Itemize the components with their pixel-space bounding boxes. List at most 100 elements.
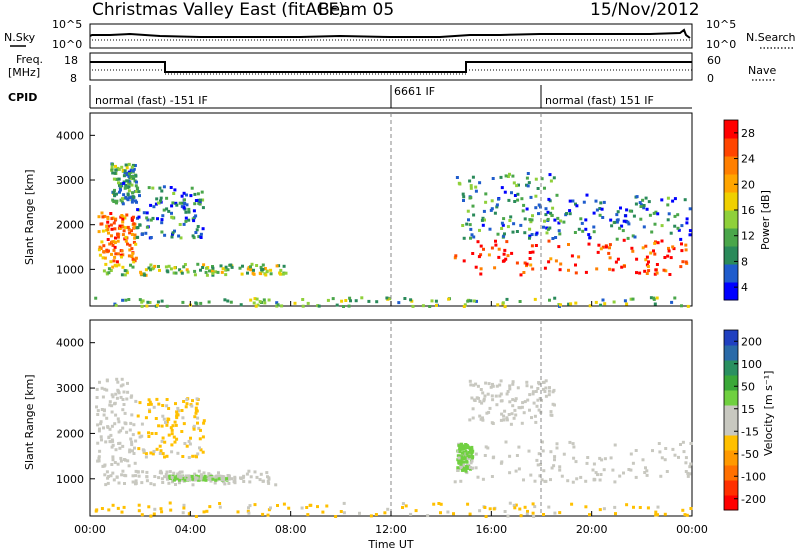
power-cell [349, 299, 352, 303]
power-cell [466, 299, 470, 303]
power-cell [554, 259, 558, 263]
power-cell [650, 230, 654, 234]
power-cell [647, 260, 650, 264]
power-cell [172, 192, 176, 195]
velocity-cell [119, 384, 123, 388]
power-cell [645, 255, 649, 259]
velocity-cell [196, 421, 199, 425]
power-cell [226, 268, 230, 272]
velocity-cell [102, 426, 105, 430]
velocity-cell [541, 387, 545, 391]
power-cell [199, 301, 203, 305]
power-cell [489, 208, 493, 212]
power-cell [284, 271, 288, 275]
power-cell [587, 233, 591, 237]
power-cell [205, 273, 209, 277]
power-cell [173, 229, 176, 233]
velocity-cell [537, 452, 541, 456]
velocity-cell [474, 466, 478, 470]
power-cell [615, 220, 619, 224]
velocity-cell [462, 460, 466, 464]
velocity-cell [574, 460, 578, 464]
velocity-cell [571, 480, 575, 484]
power-cell [152, 205, 156, 209]
power-cell [142, 211, 146, 215]
velocity-cell [182, 503, 186, 507]
power-cell [531, 267, 535, 271]
power-cell [156, 300, 160, 304]
velocity-cell [232, 480, 236, 484]
velocity-cell [161, 404, 165, 407]
power-cell [596, 250, 600, 254]
power-cell [118, 227, 122, 230]
power-cell [508, 172, 511, 176]
power-cell [552, 176, 556, 180]
velocity-cell [154, 417, 158, 420]
velocity-cell [530, 385, 534, 389]
velocity-cell [358, 511, 361, 515]
power-cell [190, 186, 194, 190]
velocity-cell [467, 455, 471, 459]
power-cell [644, 258, 648, 262]
power-cell [230, 265, 234, 269]
power-cell [680, 224, 684, 228]
power-cell [216, 270, 220, 274]
power-cell [98, 253, 102, 257]
velocity-cell [506, 514, 510, 518]
velocity-cell [462, 450, 466, 454]
power-cell [238, 266, 242, 270]
power-cell [465, 222, 469, 226]
power-cell [114, 236, 117, 240]
velocity-cell [629, 468, 633, 472]
power-cell [475, 299, 478, 303]
velocity-cell [105, 378, 109, 382]
power-cell [149, 268, 152, 272]
velocity-cell [150, 432, 154, 435]
power-cell [599, 303, 603, 307]
velocity-cell [189, 436, 192, 440]
velocity-cell [125, 430, 129, 434]
velocity-cell [117, 391, 121, 395]
velocity-cell [462, 463, 466, 467]
power-cell [160, 218, 164, 222]
power-cell [301, 298, 305, 301]
power-cell [107, 267, 111, 271]
power-cell [118, 224, 122, 228]
power-cell [625, 302, 629, 306]
power-cell [496, 303, 500, 307]
power-cell [618, 226, 622, 230]
power-cell [182, 191, 186, 195]
power-cell [145, 211, 149, 215]
velocity-cell [152, 449, 156, 453]
power-cell [469, 236, 472, 240]
velocity-cell [176, 474, 180, 478]
power-cell [204, 270, 208, 274]
velocity-cell [207, 472, 211, 476]
velocity-cell [505, 392, 509, 396]
velocity-cell [657, 442, 661, 445]
velocity-cell [592, 478, 596, 482]
velocity-cell [342, 511, 346, 515]
velocity-cell [321, 510, 325, 514]
power-cell [655, 263, 659, 266]
velocity-cell [186, 478, 190, 482]
velocity-cell [508, 471, 512, 475]
velocity-cell [560, 474, 564, 478]
power-cell [187, 218, 191, 222]
velocity-cell [140, 513, 144, 517]
velocity-cell [129, 421, 133, 425]
velocity-cell [658, 450, 662, 454]
power-cell [530, 218, 534, 222]
velocity-cell [482, 399, 486, 403]
velocity-cell [160, 439, 164, 443]
power-cell [162, 185, 166, 189]
power-cell [522, 271, 526, 274]
power-cell [130, 183, 134, 187]
velocity-cell [508, 387, 512, 391]
velocity-cell [195, 397, 199, 401]
velocity-cell [100, 408, 104, 411]
velocity-cell [266, 513, 270, 517]
velocity-cell [572, 445, 576, 449]
velocity-cell [487, 382, 491, 386]
power-cell [559, 219, 563, 223]
